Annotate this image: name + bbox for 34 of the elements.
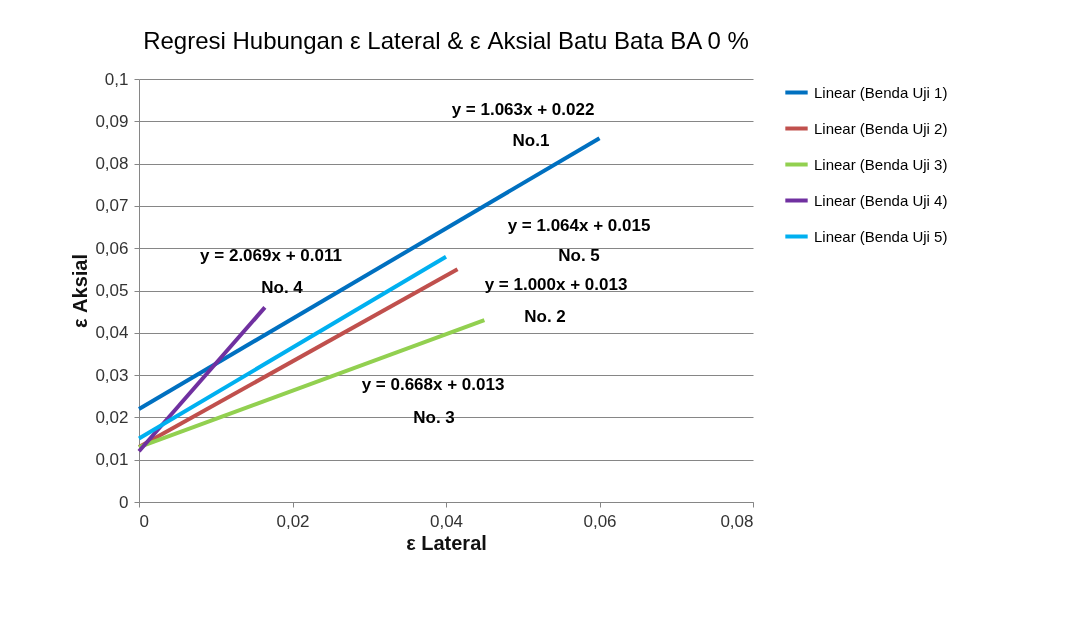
legend-label: Linear (Benda Uji 4) (814, 191, 948, 209)
y-tick-label: 0,08 (95, 154, 129, 174)
x-tick-label: 0,06 (583, 511, 617, 531)
y-tick-label: 0,06 (95, 238, 129, 258)
y-axis-title: ε Aksial (69, 254, 92, 328)
y-tick-label: 0,04 (95, 323, 129, 343)
annotation: y = 1.064x + 0.015 (507, 216, 651, 235)
annotation: y = 0.668x + 0.013 (361, 375, 505, 394)
x-tick-label: 0,02 (276, 511, 310, 531)
y-tick-label: 0,07 (95, 196, 129, 216)
legend-label: Linear (Benda Uji 3) (814, 155, 948, 173)
legend-label: Linear (Benda Uji 1) (814, 83, 948, 101)
legend-label: Linear (Benda Uji 2) (814, 119, 948, 137)
annotation: y = 1.063x + 0.022 (451, 100, 595, 119)
y-tick-label: 0,09 (95, 111, 129, 131)
y-tick-label: 0,1 (104, 69, 129, 89)
annotation: y = 2.069x + 0.011 (200, 246, 342, 265)
chart-title: Regresi Hubungan ε Lateral & ε Aksial Batu Bata BA 0 % (143, 27, 749, 54)
y-tick-label: 0,01 (95, 450, 129, 470)
legend-label: Linear (Benda Uji 5) (814, 227, 948, 245)
annotation: No. 2 (524, 307, 566, 326)
annotation: No. 3 (413, 408, 455, 427)
x-tick-label: 0,04 (429, 511, 464, 531)
annotation: No. 4 (261, 278, 304, 297)
x-tick-label: 0,08 (720, 511, 754, 531)
y-tick-label: 0,03 (95, 365, 129, 385)
x-axis-title: ε Lateral (406, 531, 487, 554)
y-tick-label: 0 (119, 492, 129, 512)
annotation: No. 5 (558, 246, 600, 265)
x-tick-label: 0 (139, 511, 149, 531)
y-tick-label: 0,02 (95, 407, 129, 427)
annotation: No.1 (512, 131, 550, 150)
annotation: y = 1.000x + 0.013 (484, 275, 628, 294)
y-tick-label: 0,05 (95, 281, 129, 300)
